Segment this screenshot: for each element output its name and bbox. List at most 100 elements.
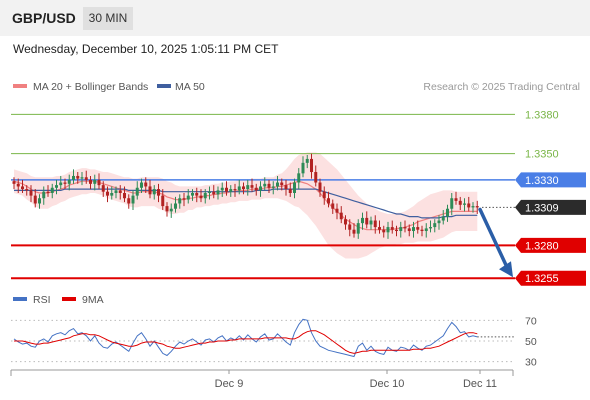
candle — [220, 182, 224, 197]
candle — [344, 215, 347, 230]
symbol-title: GBP/USD — [12, 10, 76, 26]
candle — [84, 170, 88, 184]
candle-body — [420, 229, 424, 232]
candle-body — [352, 229, 356, 234]
bollinger-band-area — [14, 152, 478, 259]
candle-body — [454, 198, 458, 201]
candle-body — [259, 186, 262, 191]
candle — [331, 199, 335, 214]
current-label: 1.3309 — [525, 202, 559, 214]
candle — [89, 175, 92, 190]
candle — [16, 178, 20, 193]
candle-body — [12, 181, 16, 184]
candle — [254, 183, 258, 196]
x-tick-label: Dec 9 — [215, 378, 244, 390]
candle-body — [288, 189, 292, 193]
candle — [148, 179, 152, 199]
candle-body — [135, 187, 139, 196]
pivot-label-tag — [515, 172, 586, 188]
candle-body — [305, 158, 309, 163]
candle-body — [199, 195, 203, 199]
candle — [216, 186, 220, 200]
candle — [310, 153, 313, 179]
candle-body — [378, 227, 381, 230]
candle — [458, 196, 462, 211]
candle — [407, 224, 411, 237]
candle — [50, 183, 54, 199]
candle — [263, 177, 267, 191]
candle — [67, 174, 71, 191]
candle — [454, 191, 458, 205]
candle-body — [178, 198, 182, 204]
candle — [182, 193, 186, 207]
candle — [369, 216, 373, 230]
ma20-legend-swatch — [13, 84, 27, 88]
candle-body — [174, 203, 177, 209]
candle-body — [203, 193, 207, 199]
candle — [297, 168, 301, 190]
candle — [288, 182, 292, 197]
candle — [433, 219, 437, 233]
candle — [420, 225, 424, 237]
candle — [450, 193, 454, 216]
candle — [441, 210, 445, 225]
chart-datetime: Wednesday, December 10, 2025 1:05:11 PM … — [13, 42, 279, 56]
candle-body — [165, 206, 169, 212]
candle-body — [229, 189, 233, 192]
candle-body — [233, 189, 237, 191]
candle-body — [365, 217, 369, 225]
candle-body — [399, 227, 403, 232]
candle — [97, 173, 101, 190]
candle — [21, 179, 24, 193]
candle-body — [242, 186, 245, 190]
candle-body — [191, 193, 194, 196]
candle-body — [369, 220, 373, 225]
candle-body — [361, 217, 364, 224]
candle-body — [127, 198, 131, 204]
candle-body — [84, 177, 88, 180]
resistance-2-label: 1.3380 — [525, 109, 559, 121]
candle — [174, 196, 177, 213]
support-1-label: 1.3280 — [525, 240, 559, 252]
candle-body — [97, 179, 101, 186]
candle-body — [314, 172, 318, 183]
candle — [301, 156, 305, 178]
x-axis-ticks: Dec 9 Dec 10 Dec 11 — [215, 370, 497, 390]
candle — [463, 198, 466, 212]
candle-body — [80, 177, 84, 179]
candle-body — [55, 185, 58, 188]
candle — [208, 186, 211, 200]
pivot-label: 1.3330 — [525, 175, 559, 187]
rsi-ma-legend-swatch — [62, 297, 76, 301]
candle — [212, 185, 216, 199]
current-label-tag — [515, 199, 586, 215]
candle-body — [280, 182, 284, 186]
candle-body — [322, 191, 326, 199]
candle-body — [467, 203, 471, 208]
candle-body — [310, 158, 313, 173]
candle — [233, 183, 237, 197]
candle-body — [25, 189, 29, 191]
candle — [55, 179, 58, 195]
candle-body — [237, 186, 241, 191]
candle — [356, 219, 360, 239]
candle — [237, 179, 241, 195]
candle-body — [416, 227, 420, 230]
candle — [229, 185, 233, 197]
rsi-line — [13, 318, 478, 358]
candle-body — [373, 220, 377, 228]
candle-body — [63, 182, 67, 184]
candle-body — [220, 187, 224, 191]
candle-body — [254, 187, 258, 191]
candle — [437, 215, 441, 230]
credit-text: Research © 2025 Trading Central — [423, 81, 580, 93]
candle — [80, 172, 84, 186]
candle — [267, 179, 271, 193]
candle — [46, 185, 50, 197]
candle — [42, 186, 46, 205]
candle-body — [195, 193, 199, 196]
candle-body — [29, 190, 33, 196]
timeframe-button[interactable]: 30 MIN — [83, 7, 133, 30]
candle — [12, 177, 16, 190]
candle — [169, 203, 173, 218]
